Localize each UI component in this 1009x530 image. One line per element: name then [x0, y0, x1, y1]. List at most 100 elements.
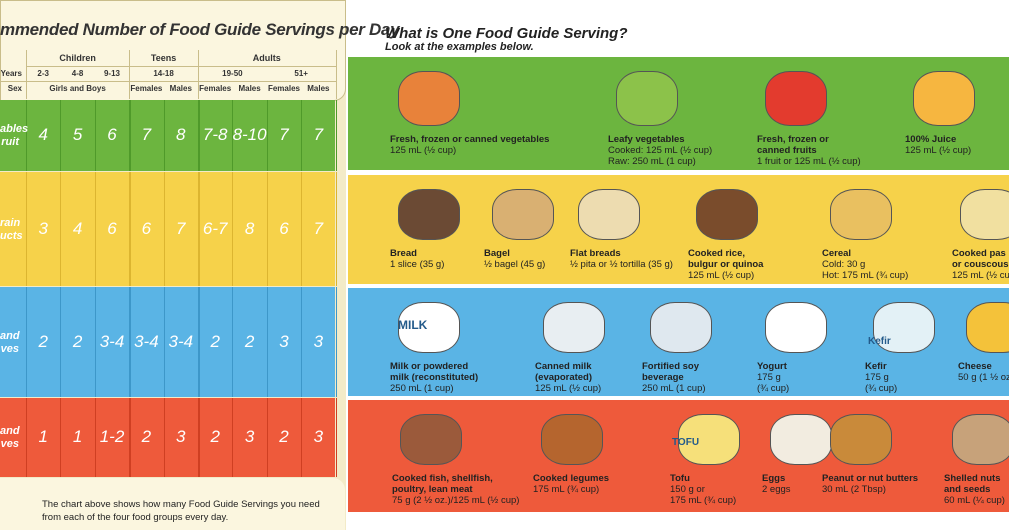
group-header: Children: [59, 53, 96, 63]
serving-count: 4: [72, 218, 83, 238]
examples-title: What is One Food Guide Serving?: [385, 25, 628, 42]
serving-size: 75 g (2 ½ oz.)/125 mL (½ cup): [392, 495, 520, 506]
col-divider: [26, 398, 27, 477]
food-name: bulgur or quinoa: [688, 259, 764, 270]
food-illustration: [678, 414, 740, 465]
col-divider: [163, 398, 165, 477]
serving-count: 2: [141, 427, 152, 446]
serving-count: 2: [210, 427, 220, 446]
food-illustration: [952, 414, 1009, 465]
serving-count: 7: [176, 218, 186, 238]
serving-count: 1-2: [99, 427, 125, 446]
food-name: and seeds: [944, 484, 991, 495]
group-header: Teens: [150, 53, 177, 63]
col-divider: [26, 100, 27, 171]
serving-size: 175 g: [757, 372, 781, 383]
food-name: beverage: [642, 372, 684, 383]
food-illustration: [616, 71, 678, 126]
example-band: [348, 57, 1009, 170]
serving-size: (¾ cup): [757, 383, 790, 394]
serving-size: Hot: 175 mL (¾ cup): [822, 270, 909, 281]
col-divider: [266, 100, 268, 171]
col-divider: [60, 287, 62, 397]
food-name: Cereal: [822, 248, 852, 259]
food-name: Fresh, frozen or canned vegetables: [390, 134, 550, 145]
col-divider: [232, 172, 234, 286]
serving-count: 8-10: [232, 125, 267, 144]
food-illustration: [541, 414, 603, 465]
serving-count: 2: [210, 331, 220, 351]
food-name: (evaporated): [535, 372, 593, 383]
food-name: Canned milk: [535, 361, 592, 372]
sex-header: Males: [169, 84, 192, 93]
serving-size: 125 mL (½ cup): [688, 270, 755, 281]
food-illustration: [398, 302, 460, 353]
col-divider: [198, 172, 200, 286]
serving-size: Cold: 30 g: [822, 259, 866, 270]
header-divider: [26, 50, 27, 99]
food-name: Bagel: [484, 248, 510, 259]
serving-size: ½ pita or ½ tortilla (35 g): [570, 259, 673, 270]
col-divider: [94, 100, 96, 171]
col-divider: [266, 172, 268, 286]
col-divider: [163, 287, 165, 397]
food-illustration: [696, 189, 758, 240]
row-label: ables: [0, 123, 29, 135]
serving-count: 6-7: [202, 218, 228, 238]
serving-count: 3-4: [168, 331, 194, 351]
col-divider: [129, 398, 132, 477]
sex-header: Girls and Boys: [49, 84, 106, 93]
example-band: [348, 400, 1009, 512]
serving-size: 1 slice (35 g): [390, 259, 445, 270]
serving-size: Raw: 250 mL (1 cup): [608, 156, 696, 167]
col-divider: [94, 287, 96, 397]
serving-count: 5: [72, 125, 83, 144]
serving-count: 6: [107, 125, 117, 144]
col-divider: [266, 287, 268, 397]
sex-header: Females: [199, 84, 232, 93]
serving-count: 2: [38, 331, 48, 351]
header-divider: [335, 50, 337, 99]
age-header: 51+: [294, 69, 308, 78]
col-divider: [60, 398, 62, 477]
row-band: [0, 100, 335, 171]
food-illustration: [765, 302, 827, 353]
col-divider: [129, 100, 132, 171]
sex-header: Females: [130, 84, 163, 93]
serving-size: 30 mL (2 Tbsp): [822, 484, 886, 495]
serving-size: 1 fruit or 125 mL (½ cup): [757, 156, 861, 167]
food-name: 100% Juice: [905, 134, 957, 145]
serving-size: ½ bagel (45 g): [484, 259, 546, 270]
serving-size: 175 mL (¾ cup): [533, 484, 600, 495]
serving-count: 3: [313, 331, 324, 351]
food-illustration: [765, 71, 827, 126]
serving-size: (¾ cup): [865, 383, 898, 394]
serving-count: 7: [141, 125, 152, 144]
row-label: and: [0, 329, 20, 342]
serving-count: 6: [107, 218, 117, 238]
serving-size: 250 mL (1 cup): [390, 383, 454, 394]
food-name: Leafy vegetables: [608, 134, 685, 145]
col-divider: [163, 172, 165, 286]
food-illustration: [400, 414, 462, 465]
col-divider: [335, 172, 337, 286]
food-name: Fresh, frozen or: [757, 134, 829, 145]
col-divider: [60, 100, 62, 171]
food-name: Peanut or nut butters: [822, 473, 919, 484]
col-divider: [301, 100, 303, 171]
sex-header: Females: [267, 84, 300, 93]
col-divider: [301, 287, 303, 397]
serving-count: 6: [279, 218, 289, 238]
table-note: The chart above shows how many Food Guid…: [42, 499, 320, 523]
row-label: ruit: [1, 136, 19, 148]
serving-count: 7-8: [202, 125, 228, 144]
food-illustration: [873, 302, 935, 353]
col-divider: [198, 287, 200, 397]
row-label: ucts: [0, 229, 23, 242]
header-divider: [129, 50, 131, 99]
col-divider: [335, 287, 337, 397]
serving-size: 125 mL (½ cup): [905, 145, 972, 156]
food-illustration: [913, 71, 975, 126]
row-band: [0, 398, 335, 477]
